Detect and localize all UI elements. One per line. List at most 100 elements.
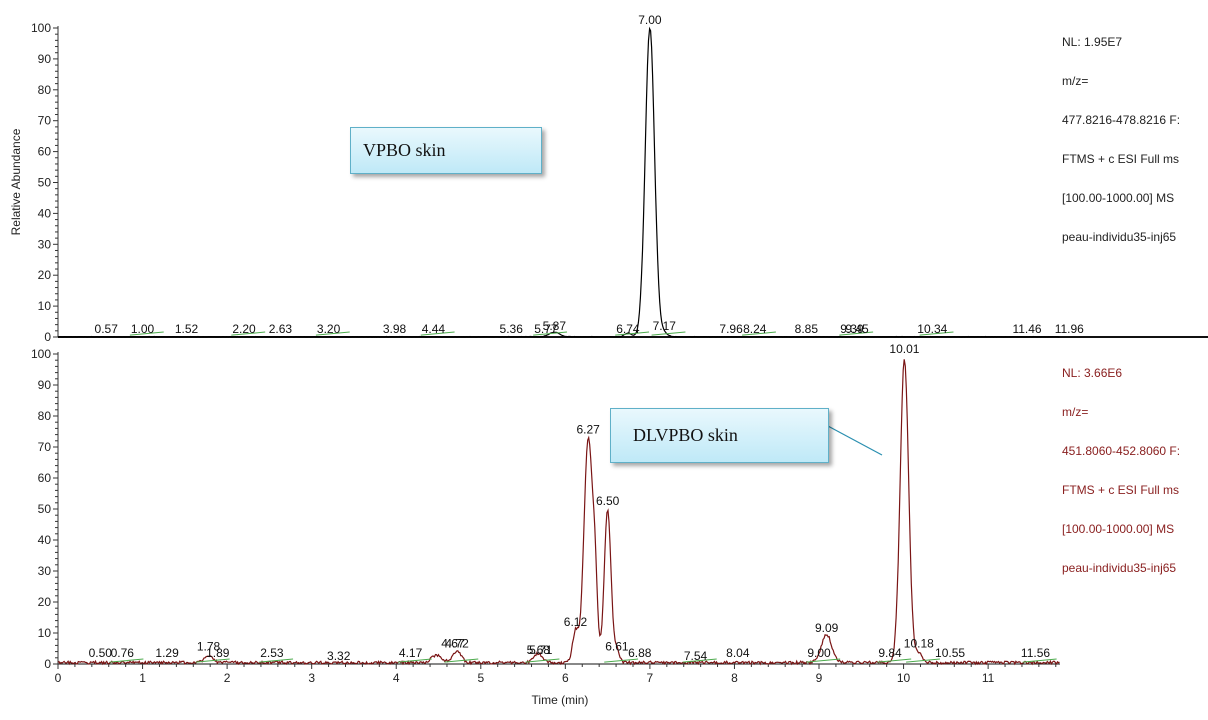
chromatogram-trace <box>57 26 1060 338</box>
x-tick-label: 1 <box>139 671 146 685</box>
baseline-mark <box>525 658 560 663</box>
y-tick-label: 20 <box>38 595 52 609</box>
peak-label: 5.68 <box>527 643 551 657</box>
baseline-mark <box>919 331 954 336</box>
mass-range: [100.00-1000.00] MS <box>1062 191 1175 205</box>
baseline-mark <box>109 658 144 663</box>
peak-label: 6.27 <box>576 423 600 437</box>
baseline-mark <box>615 331 650 336</box>
y-tick-label: 70 <box>38 114 52 128</box>
peak-label: 9.45 <box>845 322 869 336</box>
chromatogram-bottom-panel: 0 10 20 30 40 50 60 70 80 90 100 0 1 2 3 4 5 6 7 8 9 10 11 0.50… <box>31 342 1060 685</box>
baseline-mark <box>533 331 568 336</box>
baseline-mark <box>397 658 432 663</box>
peak-label: 1.52 <box>175 322 199 336</box>
peak-label: 5.87 <box>543 319 567 333</box>
peak-label: 1.78 <box>197 640 221 654</box>
peak-label: 7.54 <box>684 649 708 663</box>
peak-label: 8.24 <box>743 322 767 336</box>
baseline-mark <box>806 658 841 663</box>
callout-vpbo-skin: VPBO skin <box>350 127 542 174</box>
chromatogram-top-panel: 0 10 20 30 40 50 60 70 80 90 100 0.57 1.00 1.52 2.20 2.… <box>31 13 1208 344</box>
callout-dlvpbo-skin: DLVPBO skin <box>610 408 829 463</box>
peak-label: 4.72 <box>445 637 469 651</box>
peak-label: 11.56 <box>1021 646 1050 660</box>
baseline-mark <box>420 331 455 336</box>
nl-value: NL: 1.95E7 <box>1062 35 1123 49</box>
y-tick-label: 10 <box>38 299 52 313</box>
peak-label: 5.71 <box>529 643 553 657</box>
baseline-mark <box>259 658 294 663</box>
y-tick-label: 0 <box>44 657 51 671</box>
peak-label: 2.53 <box>260 646 284 660</box>
baseline-mark <box>906 658 940 663</box>
y-tick-label: 90 <box>38 378 52 392</box>
peak-label: 3.98 <box>383 322 407 336</box>
y-axis-label: Relative Abundance <box>9 128 23 235</box>
mz-label: m/z= <box>1062 405 1089 419</box>
peak-label: 5.77 <box>534 322 558 336</box>
chromatogram-trace <box>57 359 1060 666</box>
peak-label: 4.44 <box>422 322 446 336</box>
baseline-mark <box>315 331 350 336</box>
y-tick-label: 20 <box>38 268 52 282</box>
baseline-mark <box>604 658 639 663</box>
y-tick-label: 100 <box>31 347 51 361</box>
peak-label: 6.50 <box>596 494 620 508</box>
x-tick-label: 3 <box>308 671 315 685</box>
baseline-mark <box>682 658 717 663</box>
peak-label: 7.96 <box>719 322 743 336</box>
peak-label: 6.61 <box>605 640 629 654</box>
x-tick-label: 2 <box>224 671 231 685</box>
x-tick-label: 5 <box>477 671 484 685</box>
x-tick-label: 11 <box>982 671 995 685</box>
peak-label: 2.63 <box>269 322 293 336</box>
peak-label: 8.85 <box>795 322 819 336</box>
y-tick-label: 60 <box>38 145 52 159</box>
baseline-mark <box>877 658 912 663</box>
y-tick-label: 50 <box>38 502 52 516</box>
baseline-mark <box>444 658 479 663</box>
peak-label: 10.18 <box>904 637 934 651</box>
baseline-mark <box>742 331 776 336</box>
peak-label: 9.84 <box>878 646 902 660</box>
y-tick-label: 40 <box>38 533 52 547</box>
peak-label: 1.00 <box>131 322 155 336</box>
peak-label: 11.46 <box>1012 322 1041 336</box>
peak-label: 5.36 <box>500 322 524 336</box>
y-tick-label: 90 <box>38 52 52 66</box>
peak-label: 0.76 <box>111 646 135 660</box>
nl-value: NL: 3.66E6 <box>1062 366 1123 380</box>
peak-label: 7.00 <box>638 13 662 27</box>
x-tick-label: 9 <box>816 671 823 685</box>
x-tick-label: 7 <box>647 671 654 685</box>
x-tick-label: 4 <box>393 671 400 685</box>
x-axis-label: Time (min) <box>532 693 589 707</box>
peak-label: 2.20 <box>232 322 256 336</box>
mz-range: 451.8060-452.8060 F: <box>1062 444 1181 458</box>
x-tick-label: 0 <box>55 671 62 685</box>
mz-label: m/z= <box>1062 74 1089 88</box>
peak-label: 1.89 <box>206 646 230 660</box>
peak-label: 4.17 <box>399 646 423 660</box>
peak-label: 4.67 <box>441 637 465 651</box>
baseline-mark <box>651 331 686 336</box>
mz-range: 477.8216-478.8216 F: <box>1062 113 1181 127</box>
baseline-mark <box>839 331 874 336</box>
peak-label: 6.12 <box>564 615 588 629</box>
peak-label: 9.39 <box>840 322 864 336</box>
peak-label: 9.09 <box>815 621 839 635</box>
y-tick-label: 60 <box>38 471 52 485</box>
sample-name: peau-individu35-inj65 <box>1062 230 1177 244</box>
x-tick-label: 8 <box>731 671 738 685</box>
peak-label: 0.50 <box>89 646 113 660</box>
peak-label: 3.32 <box>327 649 351 663</box>
y-tick-label: 50 <box>38 176 52 190</box>
peak-label: 11.96 <box>1055 322 1084 336</box>
y-tick-label: 10 <box>38 626 52 640</box>
sample-name: peau-individu35-inj65 <box>1062 561 1177 575</box>
y-tick-label: 80 <box>38 83 52 97</box>
peak-label: 1.29 <box>155 646 179 660</box>
trace-info-bottom: NL: 3.66E6 m/z= 451.8060-452.8060 F: FTM… <box>1062 341 1180 588</box>
